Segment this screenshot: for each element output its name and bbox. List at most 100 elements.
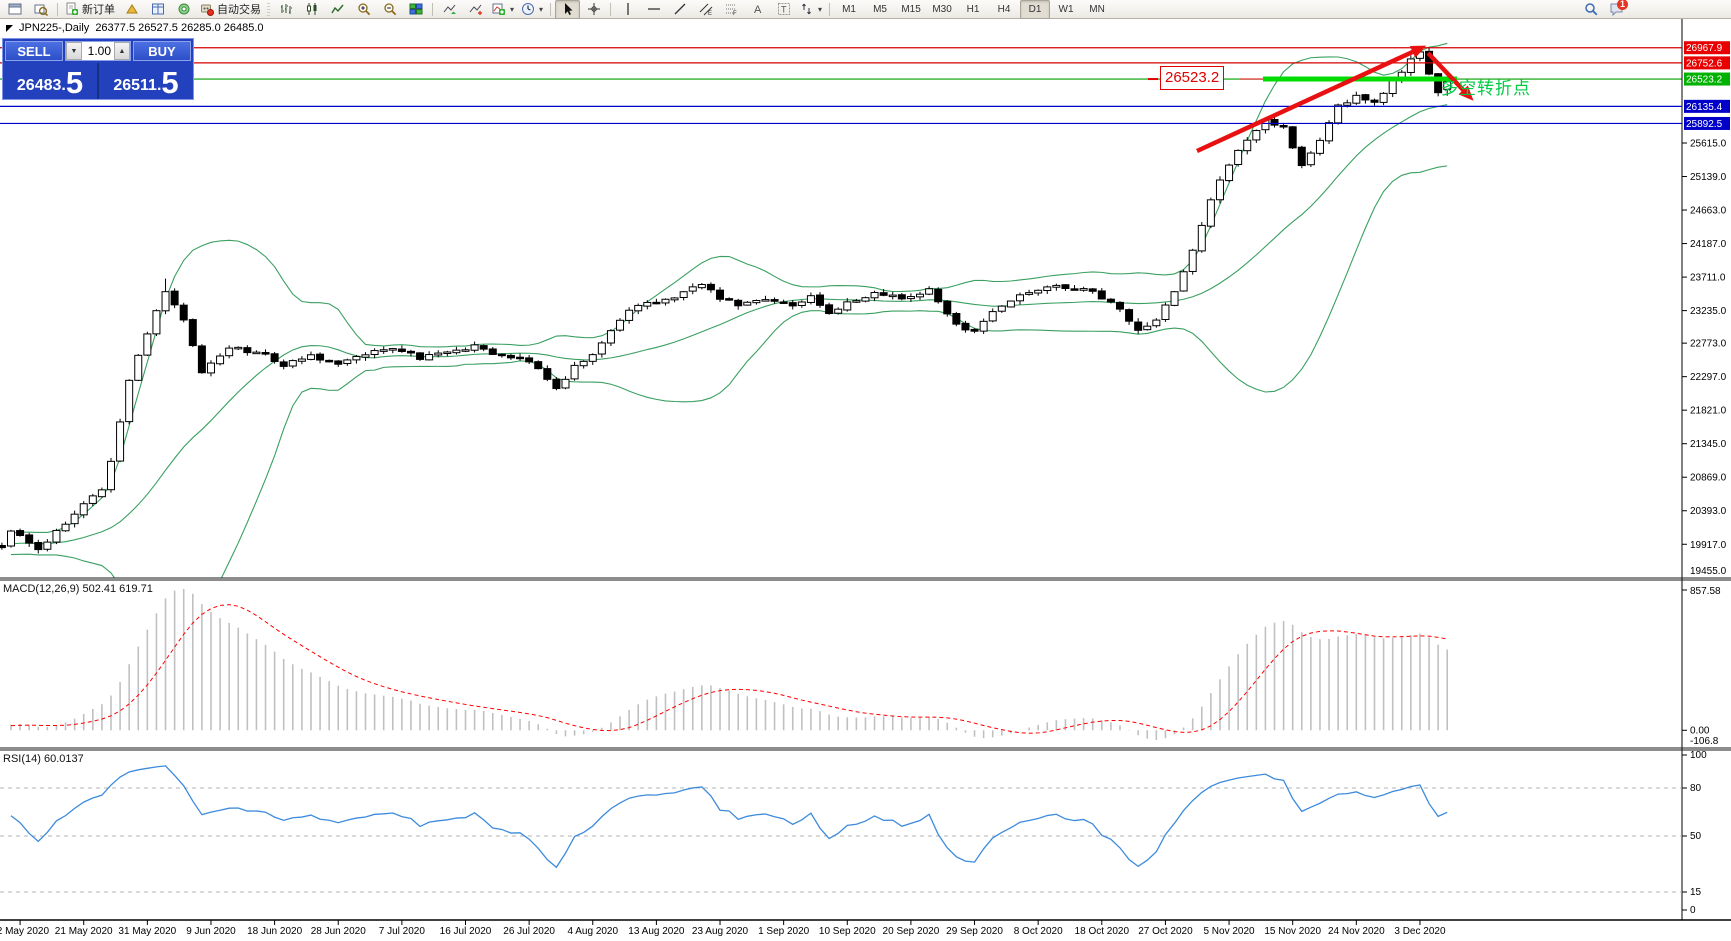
svg-text:20869.0: 20869.0: [1690, 473, 1727, 484]
profiles-button[interactable]: [28, 0, 53, 19]
timeframe-buttons: M1 M5 M15 M30 H1 H4 D1 W1 MN: [834, 0, 1112, 19]
chart-shift-icon: [469, 4, 482, 15]
chart-window-icon: [8, 3, 21, 15]
search-button[interactable]: [1578, 0, 1603, 19]
svg-text:16 Jul 2020: 16 Jul 2020: [440, 926, 492, 937]
timeframe-w1-button[interactable]: W1: [1058, 3, 1074, 15]
timeframe-h4-button[interactable]: H4: [997, 3, 1011, 15]
chart-profiles-button[interactable]: [119, 0, 144, 19]
tile-windows-button[interactable]: [403, 0, 428, 19]
svg-text:E: E: [708, 11, 712, 16]
fibonacci-button[interactable]: F: [719, 0, 744, 19]
buy-button[interactable]: BUY: [133, 41, 191, 61]
signal-icon: [178, 3, 189, 15]
svg-text:-106.8: -106.8: [1690, 736, 1719, 747]
timeframe-m5-button[interactable]: M5: [873, 3, 887, 15]
svg-text:20 Sep 2020: 20 Sep 2020: [883, 926, 940, 937]
bar-chart-button[interactable]: [273, 0, 298, 19]
text-label-button[interactable]: T: [771, 0, 796, 19]
svg-text:21821.0: 21821.0: [1690, 406, 1727, 417]
sell-price: 26483. 5: [3, 63, 97, 99]
timeframe-h1-button[interactable]: H1: [966, 3, 980, 15]
crosshair-button[interactable]: [581, 0, 606, 19]
signals-button[interactable]: [171, 0, 196, 19]
candlestick-chart-button[interactable]: [299, 0, 324, 19]
timeframe-m1-button[interactable]: M1: [842, 3, 856, 15]
text-button[interactable]: A: [745, 0, 770, 19]
auto-scroll-button[interactable]: [437, 0, 462, 19]
toolbar-separator: [57, 2, 58, 16]
horizontal-line-button[interactable]: [641, 0, 666, 19]
svg-text:25892.5: 25892.5: [1686, 119, 1723, 130]
notifications-button[interactable]: 1: [1604, 0, 1629, 19]
arrows-button[interactable]: ▾: [797, 0, 825, 19]
tile-windows-icon: [409, 3, 422, 15]
volume-input[interactable]: 1.00: [87, 44, 111, 58]
auto-trading-icon: [201, 4, 214, 16]
svg-text:50: 50: [1690, 831, 1702, 842]
svg-text:0: 0: [1690, 905, 1696, 916]
zoom-in-icon: [357, 3, 370, 16]
svg-text:15 Nov 2020: 15 Nov 2020: [1264, 926, 1321, 937]
periods-button[interactable]: ▾: [518, 0, 546, 19]
svg-text:26967.9: 26967.9: [1686, 43, 1723, 54]
channel-icon: E: [699, 3, 712, 16]
timeframe-d1-button[interactable]: D1: [1020, 0, 1051, 19]
sell-button[interactable]: SELL: [5, 41, 63, 61]
auto-scroll-icon: [443, 4, 456, 14]
buy-price-main: 26511.: [113, 77, 162, 94]
svg-text:26135.4: 26135.4: [1686, 102, 1723, 113]
svg-text:4 Aug 2020: 4 Aug 2020: [567, 926, 618, 937]
indicators-button[interactable]: ▾: [489, 0, 517, 19]
toolbar-separator: [610, 2, 612, 16]
svg-text:18 Oct 2020: 18 Oct 2020: [1075, 926, 1130, 937]
volume-decrease-button[interactable]: ▼: [66, 42, 82, 60]
indicators-icon: [492, 3, 505, 15]
auto-trading-label: 自动交易: [217, 4, 261, 16]
market-watch-icon: [151, 3, 164, 15]
clock-icon: [522, 3, 535, 15]
svg-text:24663.0: 24663.0: [1690, 206, 1727, 217]
market-watch-button[interactable]: [145, 0, 170, 19]
arrow-objects-icon: [802, 3, 811, 15]
crosshair-icon: [587, 3, 600, 15]
zoom-in-button[interactable]: [351, 0, 376, 19]
svg-text:18 Jun 2020: 18 Jun 2020: [247, 926, 302, 937]
svg-text:24 Nov 2020: 24 Nov 2020: [1328, 926, 1385, 937]
chart-shift-button[interactable]: [463, 0, 488, 19]
timeframe-mn-button[interactable]: MN: [1089, 3, 1105, 15]
sell-price-main: 26483.: [16, 77, 66, 94]
new-chart-button[interactable]: [2, 0, 27, 19]
svg-text:24187.0: 24187.0: [1690, 239, 1727, 250]
buy-price-big-digit: 5: [161, 65, 179, 100]
cursor-button[interactable]: [555, 0, 581, 19]
svg-text:22297.0: 22297.0: [1690, 372, 1727, 383]
trendline-button[interactable]: [667, 0, 692, 19]
timeframe-m15-button[interactable]: M15: [901, 3, 921, 15]
svg-text:A: A: [754, 4, 762, 16]
fibonacci-icon: F: [725, 4, 737, 16]
text-label-icon: T: [777, 3, 790, 15]
svg-text:80: 80: [1690, 783, 1702, 794]
cursor-icon: [564, 3, 573, 15]
new-order-button[interactable]: 新订单: [62, 0, 118, 19]
auto-trading-button[interactable]: 自动交易: [197, 0, 264, 19]
line-chart-icon: [330, 4, 344, 14]
price-callout-label[interactable]: 26523.2: [1160, 66, 1225, 90]
zoom-out-button[interactable]: [377, 0, 402, 19]
timeframe-m30-button[interactable]: M30: [932, 3, 952, 15]
svg-text:26 Jul 2020: 26 Jul 2020: [503, 926, 555, 937]
vertical-line-button[interactable]: [615, 0, 640, 19]
toolbar-grip: [267, 2, 270, 16]
equidistant-channel-button[interactable]: E: [693, 0, 718, 19]
svg-text:23711.0: 23711.0: [1690, 273, 1726, 284]
svg-text:23235.0: 23235.0: [1690, 306, 1727, 317]
line-chart-button[interactable]: [325, 0, 350, 19]
annotation-text[interactable]: 多空转折点: [1441, 79, 1531, 98]
trendline-icon: [674, 3, 685, 15]
volume-increase-button[interactable]: ▲: [114, 42, 130, 60]
chart-title: JPN225-,Daily 26377.5 26527.5 26285.0 26…: [6, 22, 264, 34]
svg-text:T: T: [781, 5, 787, 15]
